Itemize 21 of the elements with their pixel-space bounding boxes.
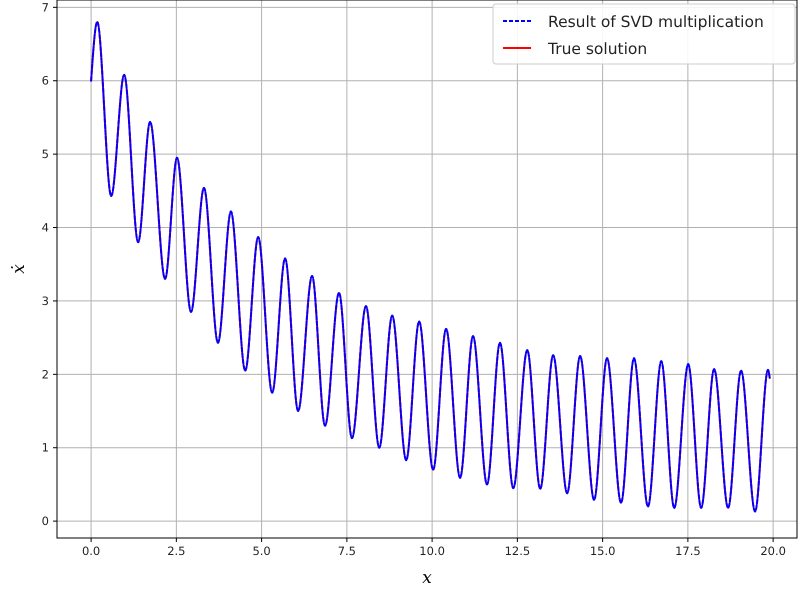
x-tick-label: 17.5 <box>675 544 701 558</box>
y-tick-label: 4 <box>42 220 49 235</box>
legend-label: True solution <box>547 40 648 58</box>
legend-label: Result of SVD multiplication <box>548 13 764 31</box>
y-tick-label: 7 <box>42 0 49 14</box>
y-tick-label: 3 <box>42 294 49 308</box>
y-tick-label: 0 <box>42 514 49 528</box>
x-tick-label: 5.0 <box>252 544 271 558</box>
x-tick-label: 0.0 <box>82 544 100 558</box>
x-tick-label: 10.0 <box>419 544 445 558</box>
y-tick-label: 2 <box>42 367 49 382</box>
x-tick-label: 20.0 <box>760 544 786 558</box>
x-axis-title: x <box>422 568 432 588</box>
y-tick-label: 1 <box>42 440 49 455</box>
x-tick-label: 7.5 <box>338 544 356 558</box>
x-tick-label: 12.5 <box>504 544 530 558</box>
x-tick-label: 2.5 <box>167 544 186 558</box>
x-tick-label: 15.0 <box>590 544 616 558</box>
y-tick-label: 5 <box>42 147 49 162</box>
y-tick-label: 6 <box>42 74 49 88</box>
y-axis-title: ẋ <box>9 264 29 274</box>
